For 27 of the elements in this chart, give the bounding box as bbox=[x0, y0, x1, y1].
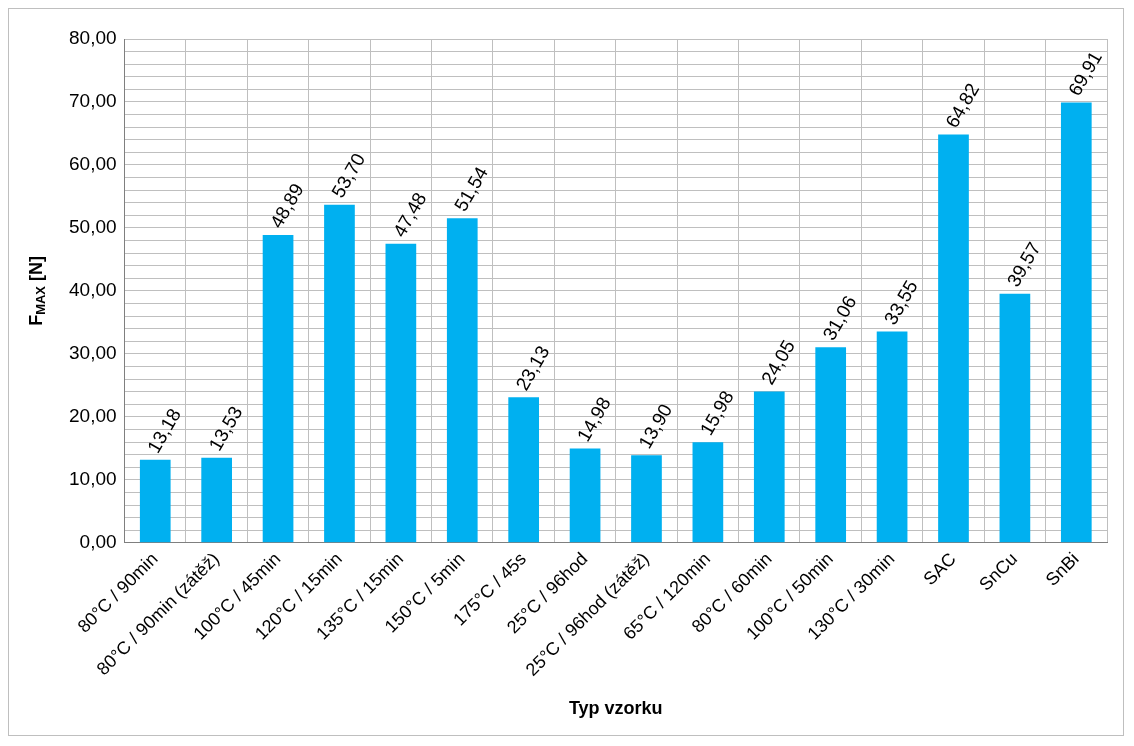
bar bbox=[508, 397, 540, 543]
bar bbox=[1060, 102, 1092, 543]
bar bbox=[385, 243, 417, 543]
y-tick-label: 50,00 bbox=[69, 216, 117, 238]
bar bbox=[446, 218, 478, 543]
y-tick-label: 60,00 bbox=[69, 153, 117, 175]
bar bbox=[324, 204, 355, 543]
bar bbox=[876, 331, 908, 543]
bar bbox=[999, 293, 1031, 543]
y-tick-label: 70,00 bbox=[69, 90, 117, 112]
y-tick-label: 20,00 bbox=[69, 405, 117, 427]
x-axis-title: Typ vzorku bbox=[568, 697, 663, 718]
bar bbox=[631, 455, 662, 543]
y-tick-label: 10,00 bbox=[69, 468, 117, 490]
bar bbox=[569, 448, 601, 543]
bar bbox=[201, 457, 232, 543]
bar bbox=[692, 442, 724, 543]
bar bbox=[262, 234, 294, 543]
bar bbox=[815, 347, 847, 543]
bar bbox=[139, 459, 171, 543]
y-tick-label: 40,00 bbox=[69, 279, 117, 301]
bar bbox=[938, 134, 969, 543]
y-tick-label: 30,00 bbox=[69, 342, 117, 364]
y-axis-title: FMAX [N] bbox=[25, 255, 49, 326]
bar bbox=[753, 391, 785, 543]
y-tick-label: 0,00 bbox=[79, 531, 117, 553]
y-tick-label: 80,00 bbox=[69, 27, 117, 49]
